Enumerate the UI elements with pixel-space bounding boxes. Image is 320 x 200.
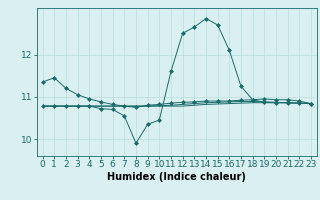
X-axis label: Humidex (Indice chaleur): Humidex (Indice chaleur) [108,172,246,182]
